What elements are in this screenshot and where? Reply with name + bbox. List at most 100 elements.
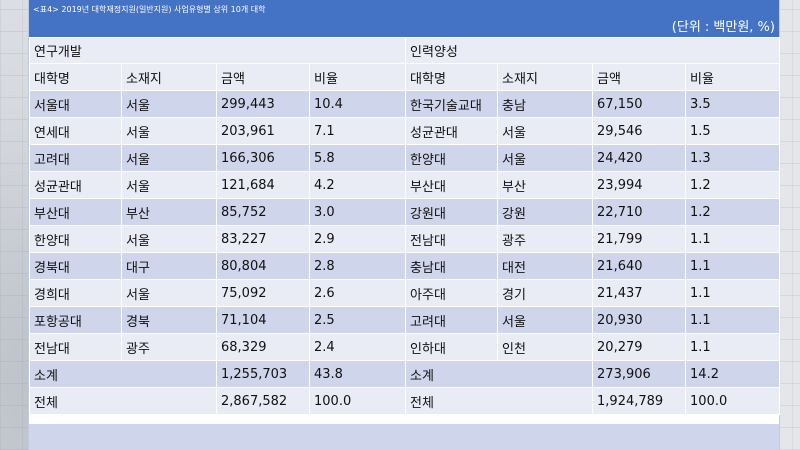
cell: 강원 bbox=[497, 198, 594, 226]
total-ratio: 100.0 bbox=[308, 387, 407, 415]
table-row: 경희대 서울 75,092 2.6 아주대 경기 21,437 1.1 bbox=[29, 279, 781, 307]
cell: 부산대 bbox=[29, 198, 122, 226]
column-header-row: 대학명 소재지 금액 비율 대학명 소재지 금액 비율 bbox=[29, 63, 781, 91]
cell: 경북대 bbox=[29, 252, 122, 280]
cell: 서울 bbox=[497, 306, 594, 334]
cell: 166,306 bbox=[216, 144, 310, 172]
cell: 전남대 bbox=[29, 333, 122, 361]
cell: 75,092 bbox=[216, 279, 310, 307]
table-row: 연세대 서울 203,961 7.1 성균관대 서울 29,546 1.5 bbox=[29, 117, 781, 145]
cell: 1.1 bbox=[685, 225, 781, 253]
cell: 2.6 bbox=[308, 279, 407, 307]
col-header-ratio: 비율 bbox=[308, 63, 407, 91]
cell: 1.2 bbox=[685, 171, 781, 199]
cell: 3.0 bbox=[308, 198, 407, 226]
cell: 71,104 bbox=[216, 306, 310, 334]
subtotal-ratio: 14.2 bbox=[685, 360, 781, 388]
cell: 고려대 bbox=[29, 144, 122, 172]
cell: 부산대 bbox=[405, 171, 499, 199]
cell: 전남대 bbox=[405, 225, 499, 253]
subtotal-label: 소계 bbox=[405, 360, 594, 388]
cell: 80,804 bbox=[216, 252, 310, 280]
cell: 경북 bbox=[121, 306, 217, 334]
col-header-ratio: 비율 bbox=[685, 63, 781, 91]
cell: 21,437 bbox=[592, 279, 687, 307]
cell: 20,930 bbox=[592, 306, 687, 334]
section-title-research: 연구개발 bbox=[28, 37, 407, 64]
cell: 21,640 bbox=[592, 252, 687, 280]
cell: 대전 bbox=[497, 252, 594, 280]
table-caption: <표4> 2019년 대학재정지원(일반지원) 사업유형별 상위 10개 대학 bbox=[33, 5, 266, 14]
col-header-location: 소재지 bbox=[497, 63, 594, 91]
total-ratio: 100.0 bbox=[685, 387, 781, 415]
cell: 83,227 bbox=[216, 225, 310, 253]
cell: 67,150 bbox=[592, 90, 687, 118]
total-label: 전체 bbox=[29, 387, 217, 415]
cell: 인천 bbox=[497, 333, 594, 361]
subtotal-amount: 273,906 bbox=[592, 360, 687, 388]
cell: 경기 bbox=[497, 279, 594, 307]
cell: 서울 bbox=[121, 171, 217, 199]
cell: 10.4 bbox=[308, 90, 407, 118]
col-header-university: 대학명 bbox=[405, 63, 499, 91]
subtotal-row: 소계 1,255,703 43.8 소계 273,906 14.2 bbox=[29, 360, 781, 388]
table-row: 고려대 서울 166,306 5.8 한양대 서울 24,420 1.3 bbox=[29, 144, 781, 172]
cell: 24,420 bbox=[592, 144, 687, 172]
cell: 68,329 bbox=[216, 333, 310, 361]
cell: 29,546 bbox=[592, 117, 687, 145]
table-row: 서울대 서울 299,443 10.4 한국기술교대 충남 67,150 3.5 bbox=[29, 90, 781, 118]
cell: 299,443 bbox=[216, 90, 310, 118]
cell: 서울대 bbox=[29, 90, 122, 118]
unit-label: (단위 : 백만원, %) bbox=[671, 20, 775, 35]
subtotal-label: 소계 bbox=[29, 360, 217, 388]
table-row: 포항공대 경북 71,104 2.5 고려대 서울 20,930 1.1 bbox=[29, 306, 781, 334]
cell: 한국기술교대 bbox=[405, 90, 499, 118]
cell: 부산 bbox=[121, 198, 217, 226]
cell: 한양대 bbox=[29, 225, 122, 253]
cell: 고려대 bbox=[405, 306, 499, 334]
table-sheet: <표4> 2019년 대학재정지원(일반지원) 사업유형별 상위 10개 대학 … bbox=[28, 0, 781, 450]
total-label: 전체 bbox=[405, 387, 594, 415]
cell: 3.5 bbox=[685, 90, 781, 118]
cell: 22,710 bbox=[592, 198, 687, 226]
cell: 부산 bbox=[497, 171, 594, 199]
cell: 85,752 bbox=[216, 198, 310, 226]
total-row: 전체 2,867,582 100.0 전체 1,924,789 100.0 bbox=[29, 387, 781, 415]
col-header-amount: 금액 bbox=[592, 63, 687, 91]
cell: 1.5 bbox=[685, 117, 781, 145]
table-footer-band bbox=[29, 424, 779, 450]
cell: 2.4 bbox=[308, 333, 407, 361]
university-funding-table: 연구개발 인력양성 대학명 소재지 금액 비율 대학명 소재지 금액 비율 서울… bbox=[28, 37, 781, 415]
cell: 2.9 bbox=[308, 225, 407, 253]
total-amount: 1,924,789 bbox=[592, 387, 687, 415]
subtotal-amount: 1,255,703 bbox=[216, 360, 310, 388]
cell: 121,684 bbox=[216, 171, 310, 199]
cell: 1.1 bbox=[685, 333, 781, 361]
col-header-amount: 금액 bbox=[216, 63, 310, 91]
cell: 광주 bbox=[497, 225, 594, 253]
cell: 4.2 bbox=[308, 171, 407, 199]
cell: 1.3 bbox=[685, 144, 781, 172]
cell: 21,799 bbox=[592, 225, 687, 253]
cell: 7.1 bbox=[308, 117, 407, 145]
section-title-training: 인력양성 bbox=[405, 37, 781, 64]
cell: 포항공대 bbox=[29, 306, 122, 334]
cell: 20,279 bbox=[592, 333, 687, 361]
subtotal-ratio: 43.8 bbox=[308, 360, 407, 388]
cell: 인하대 bbox=[405, 333, 499, 361]
cell: 강원대 bbox=[405, 198, 499, 226]
cell: 서울 bbox=[497, 117, 594, 145]
cell: 2.5 bbox=[308, 306, 407, 334]
cell: 성균관대 bbox=[29, 171, 122, 199]
cell: 대구 bbox=[121, 252, 217, 280]
section-header-row: 연구개발 인력양성 bbox=[28, 37, 781, 64]
cell: 한양대 bbox=[405, 144, 499, 172]
table-row: 부산대 부산 85,752 3.0 강원대 강원 22,710 1.2 bbox=[29, 198, 781, 226]
table-row: 전남대 광주 68,329 2.4 인하대 인천 20,279 1.1 bbox=[29, 333, 781, 361]
col-header-location: 소재지 bbox=[121, 63, 217, 91]
cell: 연세대 bbox=[29, 117, 122, 145]
cell: 1.1 bbox=[685, 306, 781, 334]
cell: 아주대 bbox=[405, 279, 499, 307]
cell: 성균관대 bbox=[405, 117, 499, 145]
cell: 23,994 bbox=[592, 171, 687, 199]
